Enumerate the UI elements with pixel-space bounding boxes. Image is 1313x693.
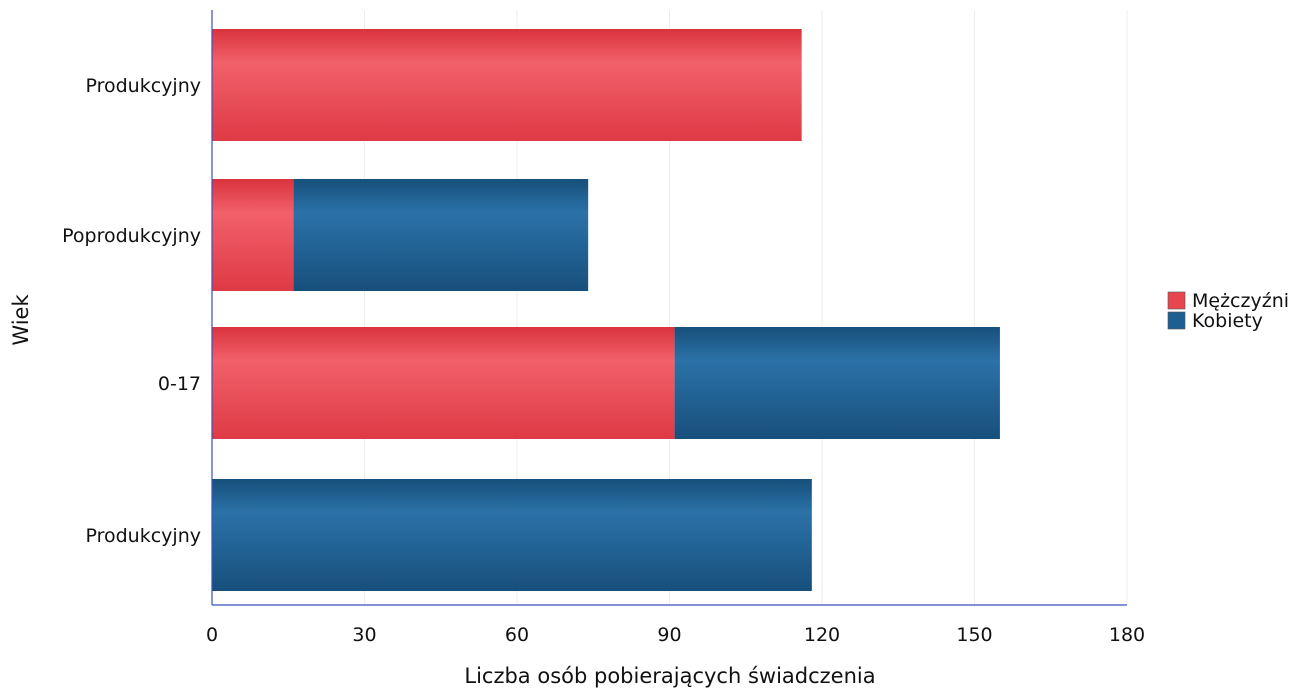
legend-label: Kobiety bbox=[1192, 310, 1263, 332]
bars bbox=[212, 29, 1000, 591]
x-tick-labels: 0 30 60 90 120 150 180 bbox=[206, 624, 1145, 646]
bar-mezczyzni-1 bbox=[212, 179, 294, 291]
y-category-label: 0-17 bbox=[158, 373, 201, 395]
x-tick-label: 120 bbox=[804, 624, 840, 646]
bar-kobiety-2 bbox=[674, 327, 1000, 439]
x-tick-label: 0 bbox=[206, 624, 218, 646]
x-axis-title: Liczba osób pobierających świadczenia bbox=[464, 664, 875, 688]
bar-mezczyzni-2 bbox=[212, 327, 675, 439]
y-category-labels: Produkcyjny Poprodukcyjny 0-17 Produkcyjny bbox=[62, 75, 201, 547]
y-axis-title: Wiek bbox=[9, 294, 33, 346]
x-tick-label: 60 bbox=[505, 624, 529, 646]
legend-swatch bbox=[1167, 291, 1186, 310]
x-tick-label: 180 bbox=[1109, 624, 1145, 646]
bar-mezczyzni-0 bbox=[212, 29, 802, 141]
bar-kobiety-3 bbox=[212, 479, 812, 591]
x-tick-label: 90 bbox=[657, 624, 681, 646]
y-category-label: Produkcyjny bbox=[85, 75, 201, 97]
bar-kobiety-1 bbox=[293, 179, 589, 291]
axes bbox=[211, 10, 1127, 606]
x-tick-label: 30 bbox=[352, 624, 376, 646]
y-category-label: Produkcyjny bbox=[85, 525, 201, 547]
y-category-label: Poprodukcyjny bbox=[62, 225, 201, 247]
x-tick-label: 150 bbox=[956, 624, 992, 646]
legend-label: Mężczyźni bbox=[1192, 290, 1289, 312]
legend-swatch bbox=[1167, 311, 1186, 330]
